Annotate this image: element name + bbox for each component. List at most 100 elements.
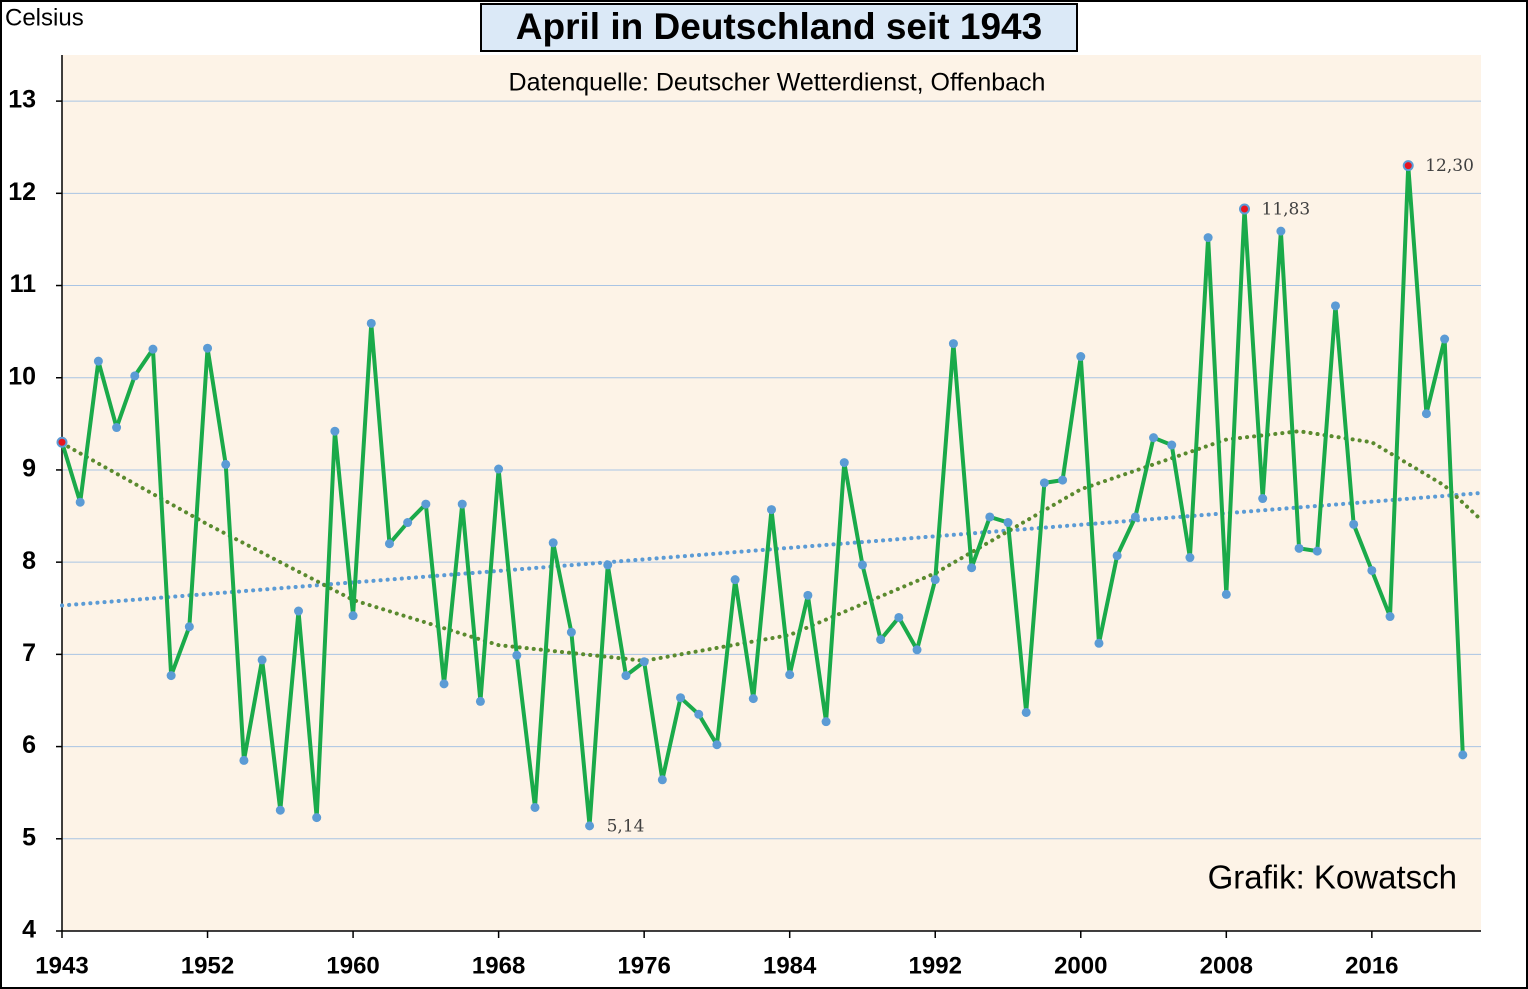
y-tick-label: 7 — [22, 639, 36, 667]
data-point — [1330, 301, 1340, 311]
data-point — [1402, 160, 1414, 172]
data-point — [985, 512, 995, 522]
data-point — [75, 497, 85, 507]
data-point — [1185, 553, 1195, 563]
x-tick-label: 1984 — [763, 952, 817, 979]
data-point — [457, 499, 467, 509]
data-point — [1294, 543, 1304, 553]
subtitle: Datenquelle: Deutscher Wetterdienst, Off… — [509, 69, 1046, 97]
data-point — [548, 538, 558, 548]
data-point — [839, 458, 849, 468]
data-point — [1458, 750, 1468, 760]
data-point — [894, 612, 904, 622]
data-point — [312, 813, 322, 823]
data-point — [366, 318, 376, 328]
data-point — [1021, 707, 1031, 717]
data-point — [912, 645, 922, 655]
y-axis-label: Celsius — [5, 4, 84, 31]
data-point — [694, 709, 704, 719]
data-point — [203, 343, 213, 353]
data-point — [876, 635, 886, 645]
data-point — [439, 679, 449, 689]
data-point — [1149, 433, 1159, 443]
data-point — [1221, 589, 1231, 599]
y-tick-label: 11 — [10, 270, 37, 298]
data-point — [330, 426, 340, 436]
data-point — [730, 575, 740, 585]
data-point — [603, 560, 613, 570]
data-line — [60, 163, 1465, 828]
x-tick-label: 1943 — [35, 952, 88, 979]
data-point — [1276, 226, 1286, 236]
data-point — [257, 655, 267, 665]
data-point — [421, 499, 431, 509]
data-point — [930, 575, 940, 585]
credit: Grafik: Kowatsch — [1208, 859, 1457, 896]
x-tick-label: 2016 — [1345, 952, 1398, 979]
title-box — [480, 3, 1078, 52]
data-point — [1421, 409, 1431, 419]
data-point — [275, 805, 285, 815]
y-tick-label: 12 — [8, 178, 36, 206]
data-point — [56, 436, 68, 448]
data-point — [1239, 203, 1250, 215]
x-tick-label: 2008 — [1200, 952, 1253, 979]
data-point — [785, 670, 795, 680]
x-tick-label: 1960 — [326, 952, 379, 979]
data-point — [239, 755, 249, 765]
data-point — [112, 423, 122, 433]
data-point — [712, 740, 722, 750]
data-point — [857, 560, 867, 570]
data-point — [1003, 518, 1013, 528]
data-point — [1367, 565, 1377, 575]
y-tick-label: 6 — [22, 731, 36, 759]
data-point — [803, 590, 813, 600]
data-point — [1076, 352, 1086, 362]
y-tick-label: 4 — [22, 916, 36, 944]
data-point — [1058, 475, 1068, 485]
data-point — [948, 339, 958, 349]
data-point — [1167, 440, 1177, 450]
data-point — [1112, 551, 1122, 561]
x-tick-label: 1968 — [472, 952, 525, 979]
y-tick-label: 5 — [22, 823, 36, 851]
data-point — [676, 693, 686, 703]
data-point — [93, 356, 103, 366]
y-tick-label: 13 — [8, 86, 36, 114]
data-point — [1349, 519, 1359, 529]
x-tick-label: 1952 — [181, 952, 234, 979]
data-point — [1385, 612, 1395, 622]
data-point — [1312, 546, 1322, 556]
y-tick-label: 8 — [22, 547, 36, 575]
data-point — [166, 671, 176, 681]
data-point — [621, 671, 631, 681]
data-label: 12,30 — [1425, 156, 1474, 176]
data-point — [585, 821, 595, 831]
data-point — [148, 344, 158, 354]
data-point — [1094, 638, 1104, 648]
data-point — [821, 717, 831, 727]
data-point — [748, 694, 758, 704]
data-point — [767, 505, 776, 515]
data-label: 11,83 — [1262, 199, 1311, 219]
data-point — [657, 775, 667, 785]
data-point — [1258, 494, 1268, 504]
data-point — [403, 518, 413, 528]
data-point — [639, 657, 649, 667]
data-point — [967, 563, 977, 573]
data-point — [221, 459, 231, 469]
data-point — [348, 611, 358, 621]
data-label: 5,14 — [607, 816, 645, 836]
data-point — [384, 539, 394, 549]
data-point — [294, 606, 303, 616]
data-point — [184, 622, 194, 632]
data-point — [494, 464, 504, 474]
data-point — [130, 371, 140, 381]
x-tick-label: 1976 — [617, 952, 670, 979]
data-point — [1203, 233, 1213, 243]
data-point — [566, 627, 576, 637]
data-point — [1130, 512, 1140, 522]
chart-title: April in Deutschland seit 1943 — [516, 6, 1042, 47]
y-tick-label: 9 — [22, 455, 36, 483]
